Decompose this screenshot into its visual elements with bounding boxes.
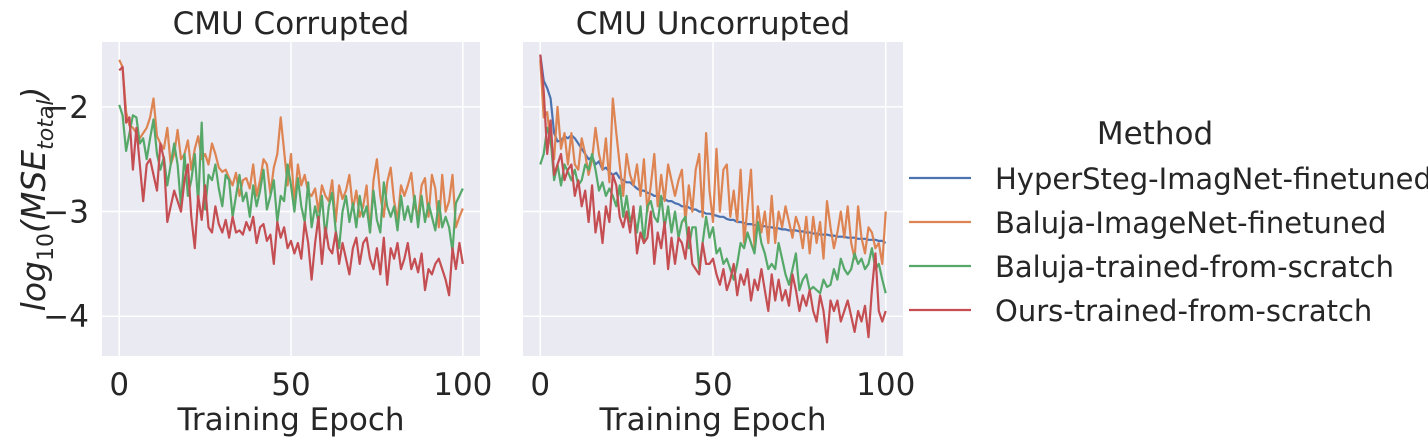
series-line-ours-trained-from-scratch (118, 65, 464, 297)
legend-label: Ours-trained-from-scratch (995, 294, 1372, 328)
x-axis-label: Training Epoch (598, 402, 826, 438)
series-line-baluja-trained-from-scratch (118, 104, 464, 253)
series-line-ours-trained-from-scratch (539, 54, 887, 344)
series-group (118, 59, 464, 297)
y-tick-label: −4 (43, 299, 89, 335)
subplot-cmu-corrupted: −2 −3 −4 0 50 100 CMU Corrupted Training Epo… (14, 6, 492, 438)
y-axis-label: log10(MSEtotal) (14, 87, 59, 312)
subplot-title: CMU Uncorrupted (576, 6, 850, 42)
grid-lines (102, 42, 480, 356)
x-tick-labels: 0 50 100 (109, 367, 492, 403)
legend-title: Method (1097, 116, 1213, 152)
grid-lines (523, 42, 903, 356)
x-tick-label: 100 (856, 367, 915, 403)
legend-label: Baluja-trained-from-scratch (995, 250, 1394, 284)
legend: Method HyperSteg-ImagNet-finetuned Baluja… (909, 116, 1428, 328)
legend-label: Baluja-ImageNet-finetuned (995, 206, 1386, 240)
x-tick-label: 50 (693, 367, 732, 403)
x-axis-label: Training Epoch (176, 402, 404, 438)
series-line-baluja-imagenet-finetuned (539, 59, 887, 265)
x-tick-labels: 0 50 100 (530, 367, 915, 403)
x-tick-label: 100 (433, 367, 492, 403)
subplot-cmu-uncorrupted: 0 50 100 CMU Uncorrupted Training Epoch (523, 6, 915, 438)
series-group (539, 54, 887, 344)
series-line-baluja-imagenet-finetuned (118, 59, 464, 234)
x-tick-label: 50 (271, 367, 310, 403)
y-tick-labels: −2 −3 −4 (43, 90, 89, 335)
series-line-baluja-trained-from-scratch (539, 126, 887, 295)
legend-entries: HyperSteg-ImagNet-finetuned Baluja-ImageN… (909, 162, 1428, 328)
subplot-title: CMU Corrupted (173, 6, 410, 42)
x-tick-label: 0 (109, 367, 129, 403)
legend-label: HyperSteg-ImagNet-finetuned (995, 162, 1428, 196)
y-tick-label: −2 (43, 90, 89, 126)
x-tick-label: 0 (530, 367, 550, 403)
y-tick-label: −3 (43, 195, 89, 231)
